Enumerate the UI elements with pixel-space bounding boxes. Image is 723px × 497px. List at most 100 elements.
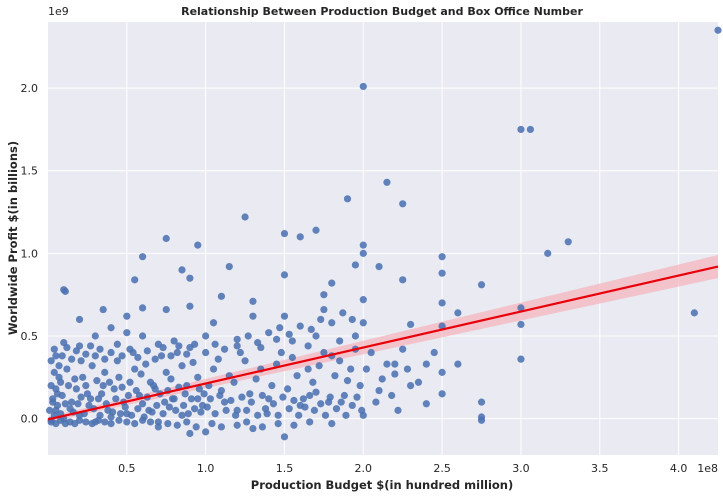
data-point bbox=[249, 312, 257, 320]
data-point bbox=[159, 410, 167, 418]
data-point bbox=[211, 340, 219, 348]
data-point bbox=[351, 261, 360, 269]
data-point bbox=[438, 368, 446, 376]
data-point bbox=[265, 395, 273, 403]
data-point bbox=[202, 348, 210, 357]
data-point bbox=[288, 337, 296, 345]
data-point bbox=[172, 406, 180, 414]
data-point bbox=[134, 353, 142, 362]
data-point bbox=[399, 276, 407, 284]
data-point bbox=[236, 348, 244, 357]
data-point bbox=[113, 357, 121, 365]
data-point bbox=[227, 396, 235, 405]
data-point bbox=[306, 418, 314, 426]
data-point bbox=[127, 411, 136, 419]
data-point bbox=[320, 348, 328, 357]
data-point bbox=[477, 398, 486, 406]
data-point bbox=[277, 348, 285, 357]
data-point bbox=[359, 82, 367, 91]
data-point bbox=[438, 269, 446, 277]
data-point bbox=[167, 375, 175, 383]
data-point bbox=[123, 418, 131, 426]
data-point bbox=[295, 411, 303, 419]
data-point bbox=[328, 419, 336, 428]
data-point bbox=[309, 378, 317, 386]
data-point bbox=[49, 395, 57, 403]
y-tick-label: 0.5 bbox=[21, 330, 39, 343]
data-point bbox=[438, 390, 446, 398]
data-point bbox=[326, 393, 334, 401]
data-point bbox=[132, 386, 140, 395]
data-point bbox=[107, 324, 115, 332]
data-point bbox=[143, 347, 151, 355]
data-point bbox=[138, 400, 147, 408]
data-point bbox=[220, 345, 229, 353]
data-point bbox=[321, 411, 330, 419]
data-point bbox=[194, 373, 202, 381]
data-point bbox=[288, 353, 296, 362]
data-point bbox=[284, 385, 292, 393]
data-point bbox=[375, 386, 383, 395]
x-tick-label: 0.5 bbox=[118, 462, 136, 475]
x-tick-label: 2.5 bbox=[433, 462, 451, 475]
x-tick-label: 4.0 bbox=[670, 462, 688, 475]
data-point bbox=[230, 378, 238, 386]
data-point bbox=[153, 401, 161, 410]
data-point bbox=[162, 305, 170, 314]
data-point bbox=[438, 322, 446, 330]
data-point bbox=[101, 368, 109, 376]
data-point bbox=[399, 345, 407, 353]
data-point bbox=[331, 372, 339, 380]
data-point bbox=[194, 395, 202, 403]
data-point bbox=[233, 342, 241, 350]
data-point bbox=[232, 411, 240, 419]
data-point bbox=[179, 401, 188, 410]
data-point bbox=[246, 390, 254, 398]
plot-area bbox=[48, 22, 718, 455]
data-point bbox=[208, 419, 216, 428]
data-point bbox=[342, 411, 350, 419]
data-point bbox=[183, 418, 191, 426]
data-point bbox=[146, 418, 155, 426]
data-point bbox=[454, 309, 462, 317]
data-point bbox=[194, 241, 202, 249]
data-point bbox=[258, 423, 266, 431]
data-point bbox=[61, 400, 69, 408]
data-point bbox=[63, 365, 71, 373]
data-point bbox=[195, 385, 203, 393]
data-point bbox=[99, 381, 107, 390]
data-point bbox=[77, 393, 85, 401]
data-point bbox=[422, 400, 430, 408]
data-point bbox=[45, 406, 54, 414]
data-point bbox=[115, 373, 123, 381]
data-point bbox=[312, 388, 320, 396]
data-point bbox=[134, 405, 142, 413]
data-point bbox=[64, 381, 73, 390]
data-point bbox=[115, 416, 123, 424]
y-tick-label: 1.5 bbox=[21, 165, 39, 178]
data-point bbox=[272, 335, 281, 343]
data-point bbox=[186, 274, 194, 282]
data-point bbox=[320, 291, 328, 299]
data-point bbox=[430, 348, 438, 357]
data-point bbox=[86, 342, 95, 350]
data-point bbox=[126, 378, 134, 386]
data-point bbox=[383, 178, 391, 186]
y-axis-title: Worldwide Profit $(in billions) bbox=[6, 141, 20, 335]
x-tick-label: 1.5 bbox=[276, 462, 294, 475]
data-point bbox=[101, 355, 109, 363]
data-point bbox=[317, 400, 325, 408]
data-point bbox=[72, 385, 80, 393]
data-point bbox=[187, 395, 196, 403]
data-point bbox=[75, 315, 84, 324]
data-point bbox=[339, 309, 347, 317]
data-point bbox=[138, 304, 147, 312]
data-point bbox=[347, 365, 355, 373]
data-point bbox=[290, 421, 298, 429]
data-point bbox=[280, 271, 289, 279]
data-point bbox=[348, 315, 356, 324]
data-point bbox=[118, 352, 126, 360]
data-point bbox=[362, 365, 371, 373]
data-point bbox=[206, 395, 214, 403]
data-point bbox=[252, 375, 260, 383]
